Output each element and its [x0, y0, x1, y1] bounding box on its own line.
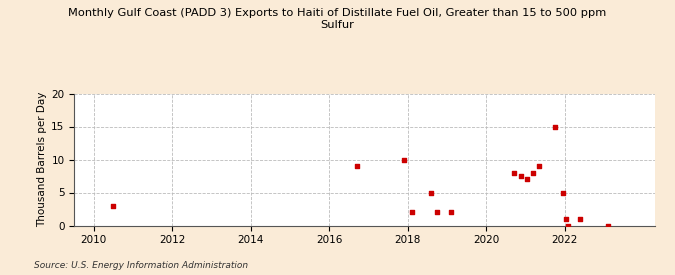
Y-axis label: Thousand Barrels per Day: Thousand Barrels per Day [37, 92, 47, 227]
Point [426, 190, 437, 195]
Point [528, 170, 539, 175]
Point [398, 157, 409, 162]
Point [561, 217, 572, 221]
Point [351, 164, 362, 168]
Text: Source: U.S. Energy Information Administration: Source: U.S. Energy Information Administ… [34, 260, 248, 270]
Point [522, 177, 533, 182]
Point [432, 210, 443, 214]
Text: Monthly Gulf Coast (PADD 3) Exports to Haiti of Distillate Fuel Oil, Greater tha: Monthly Gulf Coast (PADD 3) Exports to H… [68, 8, 607, 30]
Point [446, 210, 456, 214]
Point [508, 170, 519, 175]
Point [563, 223, 574, 228]
Point [108, 204, 119, 208]
Point [575, 217, 586, 221]
Point [549, 124, 560, 129]
Point [406, 210, 417, 214]
Point [516, 174, 526, 178]
Point [557, 190, 568, 195]
Point [534, 164, 545, 168]
Point [602, 223, 613, 228]
